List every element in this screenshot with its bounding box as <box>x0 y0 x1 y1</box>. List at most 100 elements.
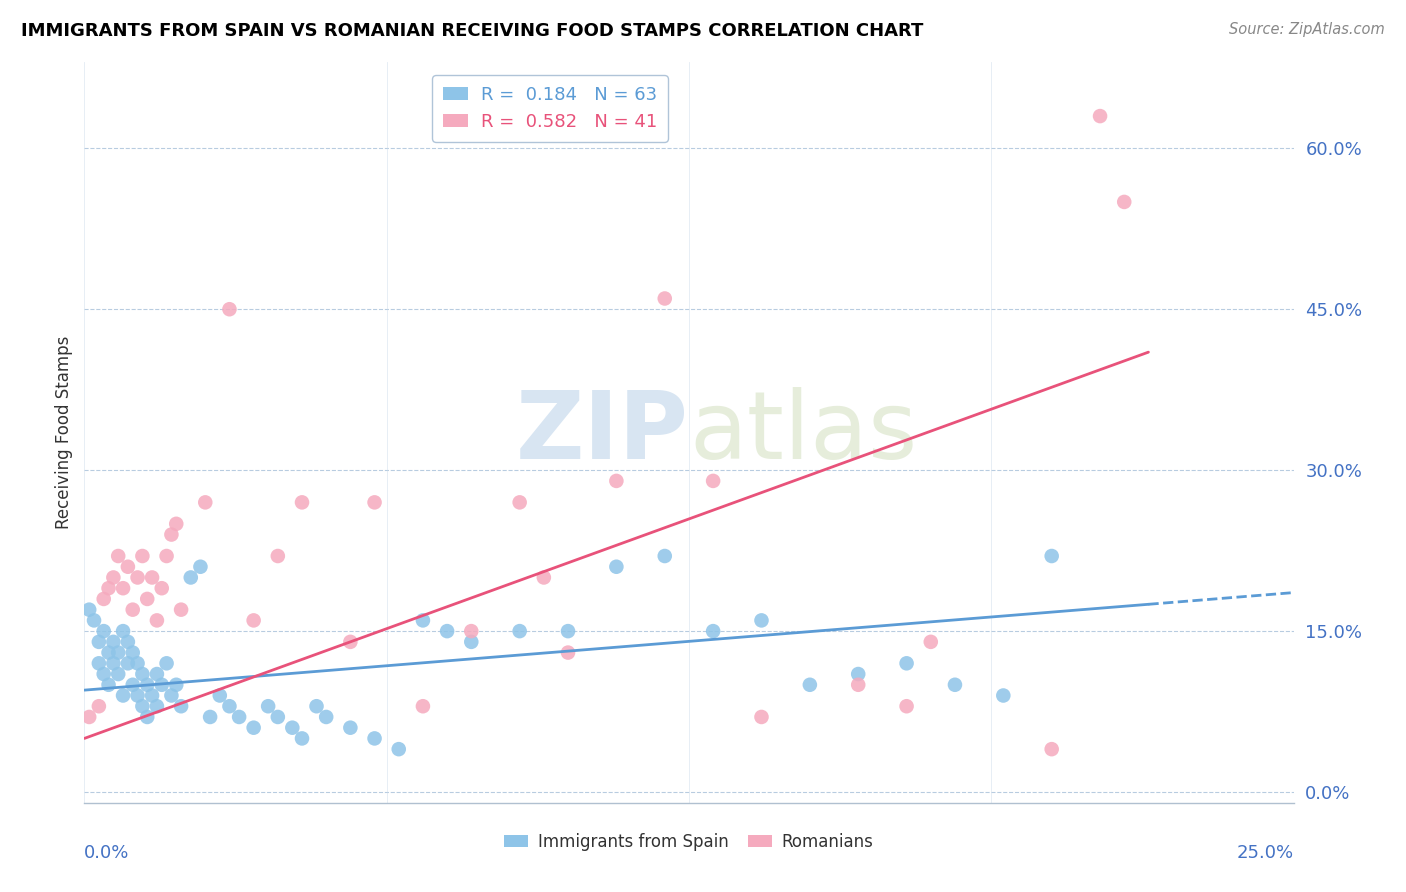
Point <box>112 689 135 703</box>
Point <box>127 689 149 703</box>
Text: atlas: atlas <box>689 386 917 479</box>
Point <box>117 635 139 649</box>
Point <box>165 516 187 531</box>
Point <box>146 614 169 628</box>
Point <box>751 710 773 724</box>
Point <box>846 667 869 681</box>
Text: ZIP: ZIP <box>516 386 689 479</box>
Point <box>131 667 153 681</box>
Point <box>281 721 304 735</box>
Point <box>1040 742 1063 756</box>
Text: IMMIGRANTS FROM SPAIN VS ROMANIAN RECEIVING FOOD STAMPS CORRELATION CHART: IMMIGRANTS FROM SPAIN VS ROMANIAN RECEIV… <box>21 22 924 40</box>
Point <box>920 635 942 649</box>
Point <box>121 602 143 616</box>
Point <box>242 721 264 735</box>
Point <box>412 614 434 628</box>
Point <box>160 527 183 541</box>
Point <box>460 635 482 649</box>
Point <box>1088 109 1111 123</box>
Point <box>315 710 337 724</box>
Point <box>117 657 139 671</box>
Point <box>533 570 555 584</box>
Point <box>654 292 676 306</box>
Point <box>605 559 627 574</box>
Point <box>146 667 169 681</box>
Point <box>155 657 177 671</box>
Point <box>136 591 159 606</box>
Point <box>93 591 115 606</box>
Text: Source: ZipAtlas.com: Source: ZipAtlas.com <box>1229 22 1385 37</box>
Point <box>112 581 135 595</box>
Point <box>1114 194 1136 209</box>
Point <box>117 559 139 574</box>
Point <box>943 678 966 692</box>
Point <box>363 731 385 746</box>
Point <box>460 624 482 639</box>
Point <box>170 602 193 616</box>
Point <box>160 689 183 703</box>
Point <box>97 581 120 595</box>
Point <box>150 678 173 692</box>
Point <box>141 570 163 584</box>
Point <box>896 699 918 714</box>
Point <box>103 570 125 584</box>
Point <box>557 624 579 639</box>
Point <box>107 646 129 660</box>
Point <box>190 559 212 574</box>
Point <box>107 549 129 563</box>
Point <box>170 699 193 714</box>
Point <box>87 699 110 714</box>
Point <box>83 614 105 628</box>
Point <box>257 699 280 714</box>
Point <box>146 699 169 714</box>
Point <box>97 646 120 660</box>
Point <box>557 646 579 660</box>
Text: 0.0%: 0.0% <box>84 844 129 862</box>
Point <box>141 689 163 703</box>
Point <box>291 731 314 746</box>
Point <box>388 742 411 756</box>
Point <box>605 474 627 488</box>
Point <box>654 549 676 563</box>
Point <box>180 570 202 584</box>
Point <box>97 678 120 692</box>
Point <box>155 549 177 563</box>
Point <box>127 657 149 671</box>
Point <box>93 667 115 681</box>
Point <box>112 624 135 639</box>
Point <box>198 710 221 724</box>
Point <box>218 699 240 714</box>
Point <box>751 614 773 628</box>
Point <box>799 678 821 692</box>
Point <box>93 624 115 639</box>
Point <box>242 614 264 628</box>
Point <box>436 624 458 639</box>
Point <box>208 689 231 703</box>
Point <box>131 549 153 563</box>
Point <box>363 495 385 509</box>
Point <box>509 624 531 639</box>
Point <box>228 710 250 724</box>
Point <box>339 721 361 735</box>
Text: 25.0%: 25.0% <box>1236 844 1294 862</box>
Y-axis label: Receiving Food Stamps: Receiving Food Stamps <box>55 336 73 529</box>
Point <box>121 678 143 692</box>
Point <box>412 699 434 714</box>
Point <box>121 646 143 660</box>
Point <box>218 302 240 317</box>
Point <box>131 699 153 714</box>
Point <box>194 495 217 509</box>
Point <box>267 710 290 724</box>
Point <box>305 699 328 714</box>
Point <box>291 495 314 509</box>
Point <box>136 710 159 724</box>
Point <box>702 624 724 639</box>
Point <box>77 710 100 724</box>
Point <box>87 657 110 671</box>
Point <box>103 657 125 671</box>
Point <box>509 495 531 509</box>
Point <box>702 474 724 488</box>
Point <box>896 657 918 671</box>
Point <box>339 635 361 649</box>
Point <box>127 570 149 584</box>
